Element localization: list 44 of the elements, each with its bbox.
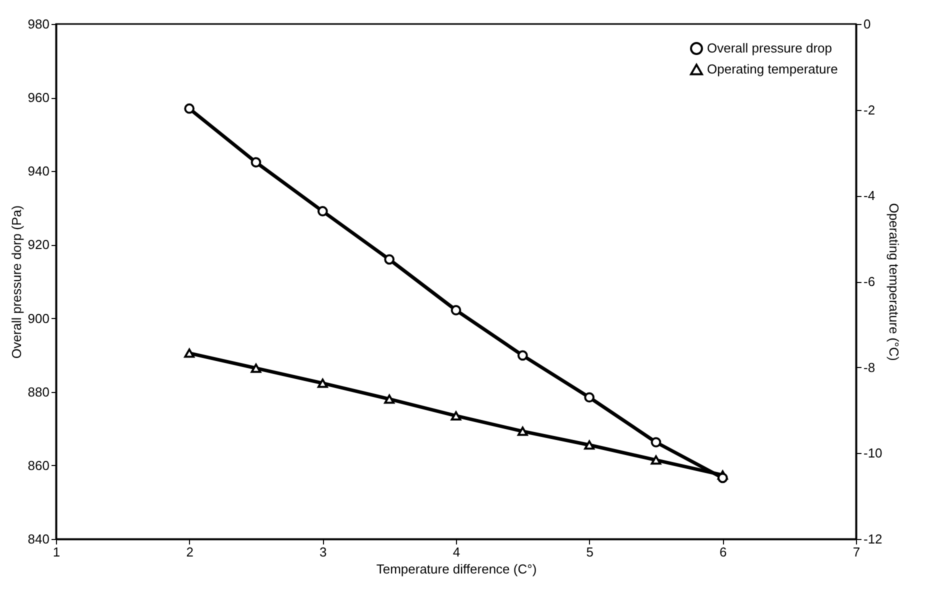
y-tick-label: 940 <box>28 164 50 179</box>
y-tick-label: 840 <box>28 532 50 546</box>
x-tick-label: 2 <box>186 544 194 560</box>
point <box>517 350 528 361</box>
point <box>450 305 462 316</box>
point <box>317 378 328 388</box>
x-tick-label: 3 <box>320 544 327 560</box>
point <box>384 254 395 265</box>
y2-tick-label: -8 <box>864 360 876 375</box>
point <box>184 348 195 358</box>
y-tick-label: 980 <box>28 16 50 32</box>
legend-label: Overall pressure drop <box>707 40 832 56</box>
x-tick-label: 4 <box>452 544 460 560</box>
y2-tick-label: -6 <box>864 274 876 289</box>
y2-tick-label: -2 <box>864 102 876 118</box>
legend-label: Operating temperature <box>707 62 838 76</box>
x-tick-label: 6 <box>720 544 727 560</box>
point <box>517 426 528 436</box>
y2-tick-label: -4 <box>864 188 876 204</box>
y2-tick-label: 0 <box>864 16 871 32</box>
y2-tick-label: -10 <box>864 446 882 461</box>
point <box>650 437 662 448</box>
point <box>184 103 195 114</box>
point <box>717 472 728 484</box>
y-tick-label: 920 <box>28 237 50 252</box>
y-tick-label: 960 <box>28 90 50 106</box>
y2-tick-label: -12 <box>864 532 882 546</box>
x-tick-label: 1 <box>52 544 60 560</box>
x-tick-label: 7 <box>852 544 860 560</box>
y-tick-label: 900 <box>28 310 50 326</box>
x-tick-label: 5 <box>586 544 594 560</box>
point <box>384 394 395 404</box>
point <box>450 411 462 420</box>
point <box>584 392 595 403</box>
y-tick-label: 860 <box>28 458 50 473</box>
x-axis-title: Temperature difference (C°) <box>376 562 537 576</box>
point <box>650 455 662 465</box>
point <box>250 364 262 373</box>
y-tick-label: 880 <box>28 384 50 400</box>
y-axis-title: Overall pressure dorp (Pa) <box>8 205 24 359</box>
point <box>584 440 595 450</box>
y2-axis-title: Operating temperature (°C) <box>886 203 902 361</box>
point <box>250 157 262 168</box>
point <box>317 206 328 216</box>
